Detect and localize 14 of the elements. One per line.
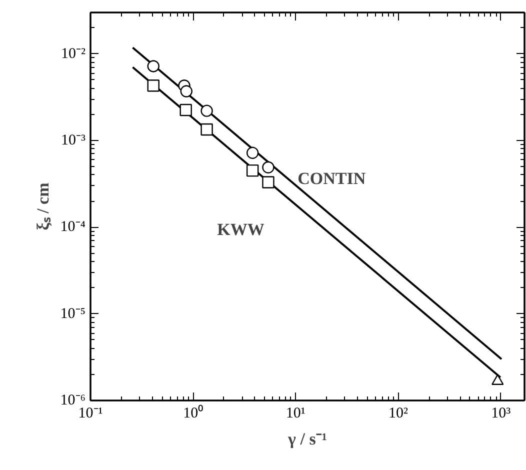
x-tick-label: 10¹ bbox=[286, 406, 306, 422]
x-tick-label: 10⁰ bbox=[183, 404, 204, 422]
annotation: KWW bbox=[217, 220, 264, 240]
annotation: CONTIN bbox=[298, 168, 366, 188]
y-tick-label: 10⁻⁶ bbox=[60, 392, 86, 408]
x-tick-label: 10² bbox=[388, 406, 409, 422]
y-tick-label: 10⁻³ bbox=[61, 132, 86, 149]
y-axis-title: ξₛ / cm bbox=[33, 182, 52, 230]
y-tick-label: 10⁻² bbox=[61, 46, 86, 62]
x-tick-label: 10³ bbox=[491, 406, 512, 422]
x-tick-label: 10⁻¹ bbox=[78, 406, 103, 422]
y-tick-label: 10⁻⁴ bbox=[60, 219, 86, 236]
y-tick-label: 10⁻⁵ bbox=[60, 306, 86, 322]
x-axis-title: γ / s⁻¹ bbox=[287, 430, 327, 448]
